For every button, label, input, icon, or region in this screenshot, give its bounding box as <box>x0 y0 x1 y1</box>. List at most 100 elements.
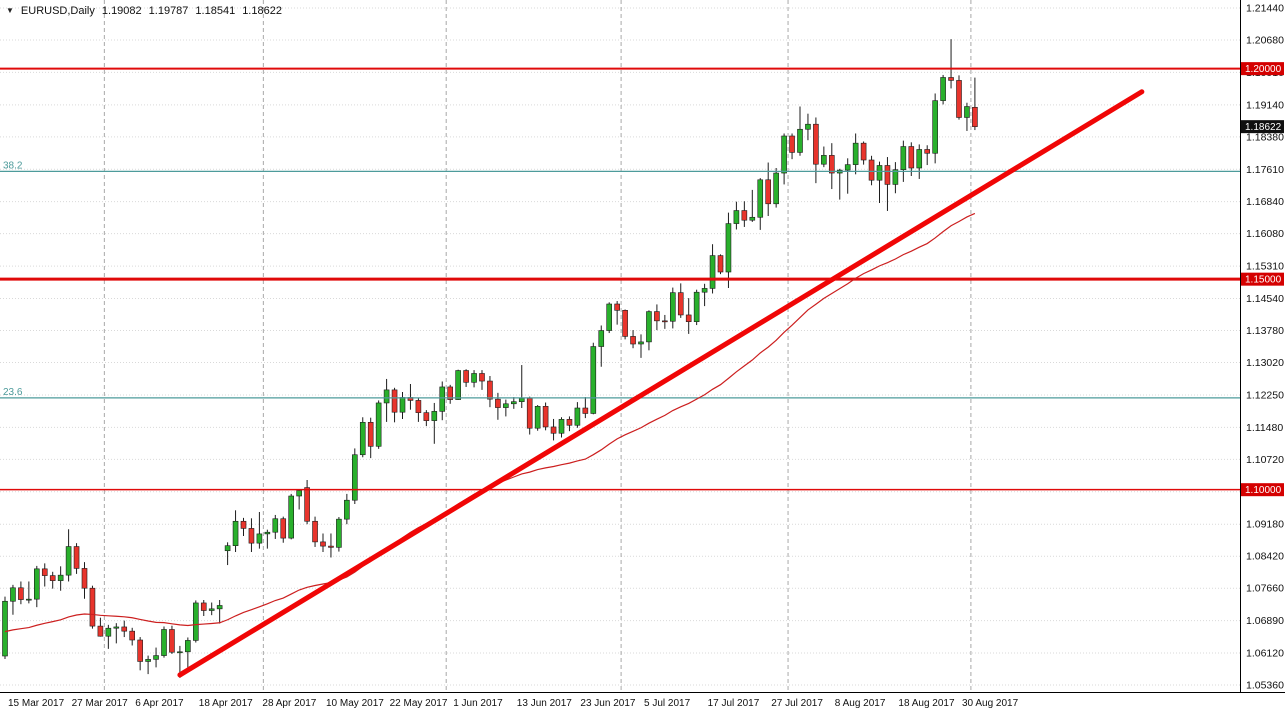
candle-bear <box>41 568 48 576</box>
candle-bear <box>828 155 835 174</box>
candle-bull <box>558 419 565 434</box>
price-axis-label: 1.07660 <box>1246 583 1284 595</box>
candle-bull <box>725 223 732 273</box>
price-axis-label: 1.14540 <box>1246 293 1284 305</box>
candle-bear <box>447 386 454 400</box>
candle-bear <box>717 255 724 273</box>
price-axis-label: 1.10720 <box>1246 454 1284 466</box>
candle-bull <box>749 216 756 221</box>
price-tag-label: 1.15000 <box>1245 275 1282 286</box>
candle-bull <box>503 403 509 408</box>
candle-bull <box>892 169 899 185</box>
candle-bull <box>161 629 167 656</box>
price-tag <box>1241 62 1284 76</box>
candle-bull <box>510 401 517 405</box>
price-axis-label: 1.08420 <box>1246 551 1284 563</box>
price-tag-label: 1.10000 <box>1245 485 1282 496</box>
time-axis-label: 22 May 2017 <box>390 698 448 709</box>
candle-bear <box>280 518 287 539</box>
candle-bull <box>359 422 366 456</box>
candle-bull <box>65 546 72 576</box>
price-axis-label: 1.11480 <box>1246 422 1283 434</box>
candle-bear <box>662 320 668 323</box>
quote-close: 1.18622 <box>242 5 282 17</box>
time-axis-label: 27 Mar 2017 <box>72 698 129 709</box>
candle-bear <box>495 398 501 408</box>
candle-bear <box>200 602 207 611</box>
candle-bear <box>868 159 875 181</box>
candle-bull <box>757 179 764 218</box>
candle-bear <box>622 310 628 337</box>
time-axis-label: 8 Aug 2017 <box>835 698 886 709</box>
time-axis-label: 28 Apr 2017 <box>262 698 316 709</box>
symbol-quote-bar: ▼ EURUSD,Daily 1.19082 1.19787 1.18541 1… <box>6 5 282 17</box>
price-axis-label: 1.19140 <box>1246 99 1284 111</box>
candle-bear <box>415 400 422 413</box>
price-axis-label: 1.20680 <box>1246 35 1284 47</box>
candle-bull <box>216 605 223 610</box>
candle-bull <box>900 146 907 170</box>
candle-bull <box>781 135 787 174</box>
price-axis-label: 1.16840 <box>1246 196 1284 208</box>
candle-bull <box>638 341 644 345</box>
candle-bull <box>669 292 676 322</box>
candle-bear <box>860 142 867 161</box>
quote-open: 1.19082 <box>101 5 142 17</box>
candle-bull <box>193 602 199 641</box>
candle-bull <box>177 651 183 654</box>
candle-bull <box>224 545 231 552</box>
candle-bear <box>948 77 954 81</box>
price-tag-label: 1.20000 <box>1245 64 1282 75</box>
candle-bull <box>773 172 779 205</box>
candle-bull <box>964 106 970 118</box>
price-axis[interactable] <box>1240 0 1285 692</box>
time-axis-label: 5 Jul 2017 <box>644 698 691 709</box>
candle-bear <box>367 422 374 447</box>
candle-bear <box>248 528 255 544</box>
candle-bull <box>2 600 8 657</box>
candle-bull <box>733 210 740 224</box>
trend-line[interactable] <box>177 89 1145 678</box>
time-axis[interactable] <box>0 692 1240 724</box>
candle-bear <box>972 106 978 127</box>
chart-plot-area[interactable] <box>0 0 1240 692</box>
candle-bull <box>534 406 541 429</box>
candle-bull <box>606 303 613 331</box>
candle-bull <box>574 407 581 426</box>
candle-bear <box>463 370 469 383</box>
time-axis-label: 27 Jul 2017 <box>771 698 823 709</box>
candle-bull <box>590 346 597 414</box>
price-axis-label: 1.06890 <box>1246 615 1284 627</box>
candle-bull <box>33 568 40 600</box>
price-axis-label: 1.16080 <box>1246 228 1284 240</box>
candle-bear <box>908 146 915 169</box>
candle-bull <box>153 655 159 660</box>
candle-bear <box>129 630 135 641</box>
candle-bear <box>97 625 104 637</box>
candle-bull <box>272 518 279 533</box>
candle-bear <box>240 520 247 529</box>
candle-bear <box>320 541 326 547</box>
candle-bear <box>81 568 88 589</box>
candle-bull <box>455 370 461 400</box>
time-axis-label: 1 Jun 2017 <box>453 698 503 709</box>
candle-bull <box>821 155 827 165</box>
price-axis-label: 1.13780 <box>1246 325 1284 337</box>
time-axis-label: 30 Aug 2017 <box>962 698 1019 709</box>
candle-bear <box>550 426 557 434</box>
candle-bear <box>654 311 660 322</box>
candle-bear <box>813 123 819 165</box>
candle-bear <box>614 303 620 311</box>
time-axis-label: 10 May 2017 <box>326 698 384 709</box>
candle-bull <box>518 398 525 402</box>
candle-bull <box>399 397 406 413</box>
time-axis-label: 15 Mar 2017 <box>8 698 65 709</box>
candle-bear <box>49 575 56 581</box>
candle-bear <box>526 398 533 429</box>
candle-bull <box>288 495 295 539</box>
candle-bull <box>208 608 215 611</box>
price-axis-label: 1.05360 <box>1246 680 1284 692</box>
price-axis-label: 1.12250 <box>1246 389 1284 401</box>
candle-bull <box>439 386 446 412</box>
